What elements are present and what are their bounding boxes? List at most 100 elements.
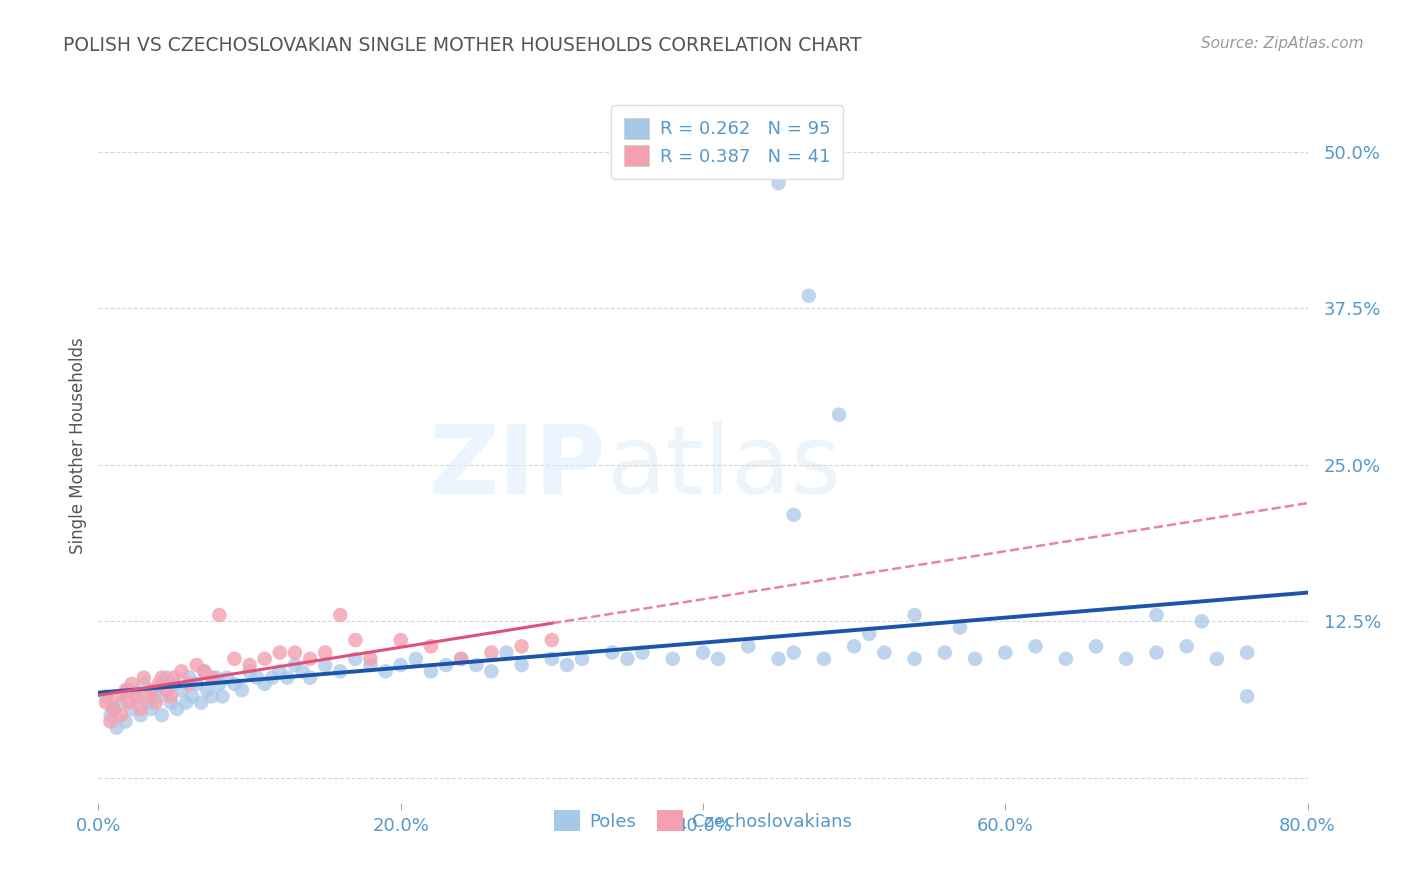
Point	[186, 677, 208, 691]
Point	[110, 708, 132, 723]
Point	[1236, 690, 1258, 704]
Point	[179, 677, 201, 691]
Legend: Poles, Czechoslovakians: Poles, Czechoslovakians	[546, 801, 860, 840]
Point	[344, 633, 367, 648]
Point	[125, 690, 148, 704]
Point	[105, 721, 128, 735]
Point	[1191, 614, 1213, 628]
Text: atlas: atlas	[606, 421, 841, 514]
Point	[707, 652, 730, 666]
Point	[904, 607, 927, 622]
Point	[1144, 607, 1167, 622]
Point	[616, 652, 638, 666]
Point	[904, 652, 927, 666]
Point	[1175, 640, 1198, 654]
Point	[813, 652, 835, 666]
Point	[994, 646, 1017, 660]
Point	[155, 683, 177, 698]
Point	[174, 696, 197, 710]
Point	[135, 690, 157, 704]
Point	[215, 671, 238, 685]
Point	[465, 658, 488, 673]
Point	[208, 677, 231, 691]
Point	[110, 696, 132, 710]
Point	[170, 665, 193, 679]
Point	[163, 677, 186, 691]
Point	[186, 658, 208, 673]
Point	[246, 671, 269, 685]
Point	[150, 671, 173, 685]
Point	[1206, 652, 1229, 666]
Point	[160, 696, 183, 710]
Point	[118, 683, 141, 698]
Point	[1144, 646, 1167, 660]
Point	[692, 646, 714, 660]
Point	[1054, 652, 1077, 666]
Point	[495, 646, 517, 660]
Point	[208, 607, 231, 622]
Point	[224, 677, 246, 691]
Point	[284, 646, 307, 660]
Point	[844, 640, 866, 654]
Point	[205, 671, 228, 685]
Point	[481, 646, 503, 660]
Point	[239, 665, 262, 679]
Point	[103, 702, 125, 716]
Point	[269, 665, 291, 679]
Point	[1236, 646, 1258, 660]
Point	[949, 621, 972, 635]
Point	[934, 646, 956, 660]
Point	[129, 702, 152, 716]
Point	[181, 690, 204, 704]
Point	[571, 652, 593, 666]
Point	[190, 696, 212, 710]
Point	[141, 702, 163, 716]
Point	[145, 696, 167, 710]
Point	[434, 658, 457, 673]
Point	[299, 671, 322, 685]
Point	[873, 646, 896, 660]
Point	[797, 289, 820, 303]
Point	[141, 683, 163, 698]
Point	[389, 633, 412, 648]
Point	[114, 683, 136, 698]
Text: POLISH VS CZECHOSLOVAKIAN SINGLE MOTHER HOUSEHOLDS CORRELATION CHART: POLISH VS CZECHOSLOVAKIAN SINGLE MOTHER …	[63, 36, 862, 54]
Point	[118, 696, 141, 710]
Point	[125, 690, 148, 704]
Point	[148, 690, 170, 704]
Point	[291, 665, 314, 679]
Point	[100, 708, 122, 723]
Point	[145, 683, 167, 698]
Point	[965, 652, 987, 666]
Point	[211, 690, 233, 704]
Point	[121, 702, 143, 716]
Point	[389, 658, 412, 673]
Point	[193, 665, 215, 679]
Point	[132, 677, 155, 691]
Point	[262, 671, 284, 685]
Point	[166, 702, 188, 716]
Point	[329, 607, 352, 622]
Point	[420, 665, 443, 679]
Point	[602, 646, 624, 660]
Point	[100, 714, 122, 729]
Point	[783, 508, 806, 522]
Point	[239, 658, 262, 673]
Point	[195, 683, 218, 698]
Point	[481, 665, 503, 679]
Point	[114, 714, 136, 729]
Point	[299, 652, 322, 666]
Text: ZIP: ZIP	[429, 421, 606, 514]
Point	[329, 665, 352, 679]
Point	[163, 671, 186, 685]
Point	[193, 665, 215, 679]
Point	[314, 646, 336, 660]
Point	[737, 640, 759, 654]
Point	[94, 690, 117, 704]
Point	[314, 658, 336, 673]
Point	[768, 652, 790, 666]
Point	[253, 677, 276, 691]
Point	[858, 627, 880, 641]
Point	[121, 677, 143, 691]
Y-axis label: Single Mother Households: Single Mother Households	[69, 338, 87, 554]
